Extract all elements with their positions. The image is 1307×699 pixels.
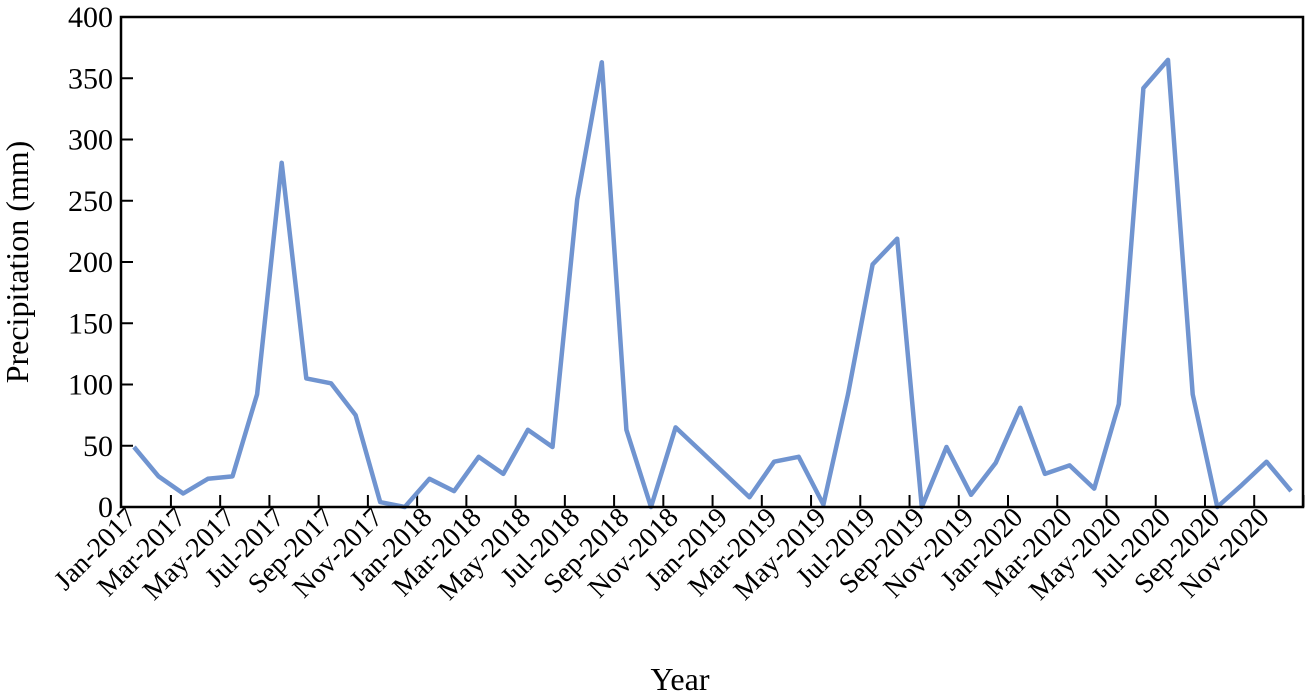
plot-frame <box>121 17 1303 507</box>
y-axis-title: Precipitation (mm) <box>0 141 35 384</box>
y-tick-label: 250 <box>68 185 113 218</box>
y-tick-label: 150 <box>68 307 113 340</box>
x-axis-ticks: Jan-2017Mar-2017May-2017Jul-2017Sep-2017… <box>48 495 1303 606</box>
y-tick-label: 350 <box>68 62 113 95</box>
series-layer <box>134 60 1291 507</box>
precipitation-series-line <box>134 60 1291 507</box>
y-tick-label: 300 <box>68 124 113 157</box>
x-axis-title: Year <box>651 661 710 694</box>
y-tick-label: 400 <box>68 1 113 34</box>
y-tick-label: 100 <box>68 369 113 402</box>
y-tick-label: 50 <box>83 430 113 463</box>
y-tick-label: 200 <box>68 246 113 279</box>
